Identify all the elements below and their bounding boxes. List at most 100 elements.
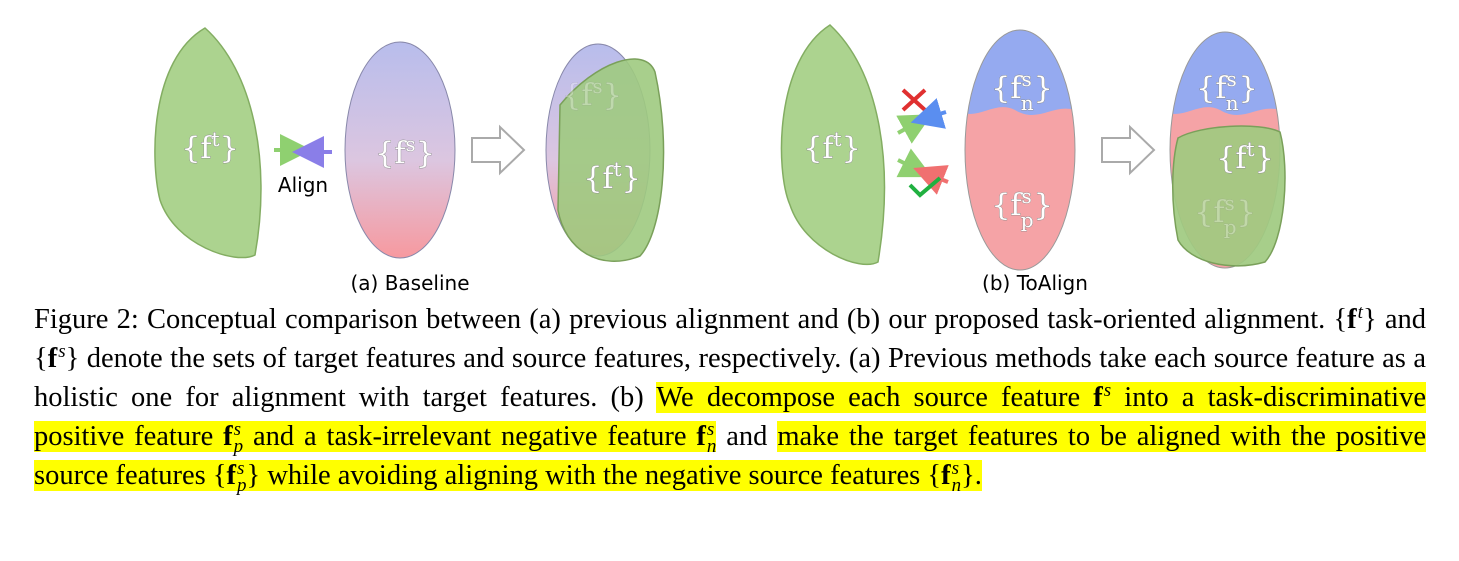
feature-label: {fs p} xyxy=(991,184,1052,232)
brace: { xyxy=(927,460,942,491)
caption-segment: We decompose each source feature xyxy=(656,382,1094,413)
symbol: f xyxy=(1010,71,1023,106)
superscript: s xyxy=(233,419,242,441)
symbol: f xyxy=(602,161,615,196)
arrow xyxy=(896,114,933,144)
superscript: s xyxy=(706,419,715,441)
superscript: t xyxy=(212,127,220,151)
superscript: s xyxy=(1225,191,1235,215)
brace: { xyxy=(1216,141,1235,176)
brace: } xyxy=(1255,141,1274,176)
scripts: s xyxy=(58,342,65,377)
brace: } xyxy=(842,131,861,166)
superscript: t xyxy=(834,127,842,151)
brace: { xyxy=(34,343,48,374)
superscript: t xyxy=(1247,137,1255,161)
caption-segment: {f t } xyxy=(1333,303,1376,335)
brace: } xyxy=(220,131,239,166)
symbol: f xyxy=(1215,71,1228,106)
subscript: n xyxy=(951,475,962,497)
brace: } xyxy=(65,343,80,374)
subscript: n xyxy=(1021,91,1034,115)
symbol: f xyxy=(226,460,237,491)
subscript: p xyxy=(237,475,247,497)
target-shape xyxy=(154,27,262,259)
superscript: s xyxy=(405,132,415,156)
symbol: f xyxy=(1010,188,1023,223)
align-label: Align xyxy=(278,173,328,197)
symbol: f xyxy=(1093,382,1103,413)
brace: } xyxy=(1237,195,1256,230)
figure: (a) Baseline Align (b) ToAlign {ft} {fs}{… xyxy=(154,24,1286,295)
feature-label: {ft} xyxy=(803,127,860,166)
superscript: s xyxy=(1022,184,1032,208)
panel-caption: (b) ToAlign xyxy=(982,271,1088,295)
arrow xyxy=(910,98,947,129)
feature-label: {fs n} xyxy=(1196,67,1257,115)
feature-label: {fs n} xyxy=(991,67,1052,115)
brace: } xyxy=(622,161,641,196)
hollow-arrow xyxy=(471,124,526,176)
symbol: f xyxy=(581,78,594,113)
brace: } xyxy=(961,460,975,491)
feature-label: {fs} xyxy=(375,132,435,171)
symbol: f xyxy=(941,460,951,491)
panel-caption: (a) Baseline xyxy=(350,271,469,295)
caption-segment: Figure 2: Conceptual comparison between … xyxy=(34,304,1334,335)
source-shape xyxy=(964,29,1076,271)
brace: } xyxy=(246,460,261,491)
superscript: s xyxy=(237,458,245,480)
arrow xyxy=(896,148,933,178)
subscript: p xyxy=(233,436,244,458)
check-icon xyxy=(908,176,942,198)
feature-label: {fs} xyxy=(562,74,622,113)
brace: { xyxy=(583,161,602,196)
brace: } xyxy=(1239,71,1258,106)
feature-label: {ft} xyxy=(181,127,238,166)
brace: } xyxy=(1034,71,1053,106)
superscript: s xyxy=(592,74,602,98)
caption-segment: . xyxy=(974,460,982,491)
brace: } xyxy=(416,136,435,171)
source-shape xyxy=(344,41,456,259)
target-shape xyxy=(1171,125,1286,267)
caption-segment: and xyxy=(716,421,778,452)
brace: { xyxy=(375,136,394,171)
caption-segment: and xyxy=(1376,304,1426,335)
symbol: f xyxy=(200,131,213,166)
brace: { xyxy=(803,131,822,166)
target-shape xyxy=(780,24,886,266)
brace: { xyxy=(212,460,227,491)
caption-segment: while avoiding aligning with the negativ… xyxy=(260,460,928,491)
symbol: f xyxy=(1347,304,1357,335)
caption-segment: and a task-irrelevant negative feature xyxy=(243,421,697,452)
target-shape xyxy=(557,58,665,262)
symbol: f xyxy=(1213,195,1226,230)
symbol: f xyxy=(696,421,706,452)
brace: { xyxy=(1333,304,1348,335)
superscript: s xyxy=(951,458,959,480)
symbol: f xyxy=(223,421,233,452)
feature-label: {fs p} xyxy=(1194,191,1255,239)
superscript: s xyxy=(1021,67,1031,91)
superscript: t xyxy=(614,157,622,181)
caption-segment: {f s n} xyxy=(927,458,975,497)
subscript: n xyxy=(706,436,717,458)
brace: { xyxy=(1196,71,1215,106)
feature-label: {ft} xyxy=(1216,137,1273,176)
brace: { xyxy=(562,78,581,113)
figure-caption: Figure 2: Conceptual comparison between … xyxy=(34,300,1427,497)
brace: { xyxy=(991,71,1010,106)
superscript: s xyxy=(1226,67,1236,91)
subscript: p xyxy=(1021,208,1034,232)
caption-segment: denote the sets of target features and s… xyxy=(34,343,1426,413)
brace: { xyxy=(991,188,1010,223)
subscript: n xyxy=(1226,91,1239,115)
